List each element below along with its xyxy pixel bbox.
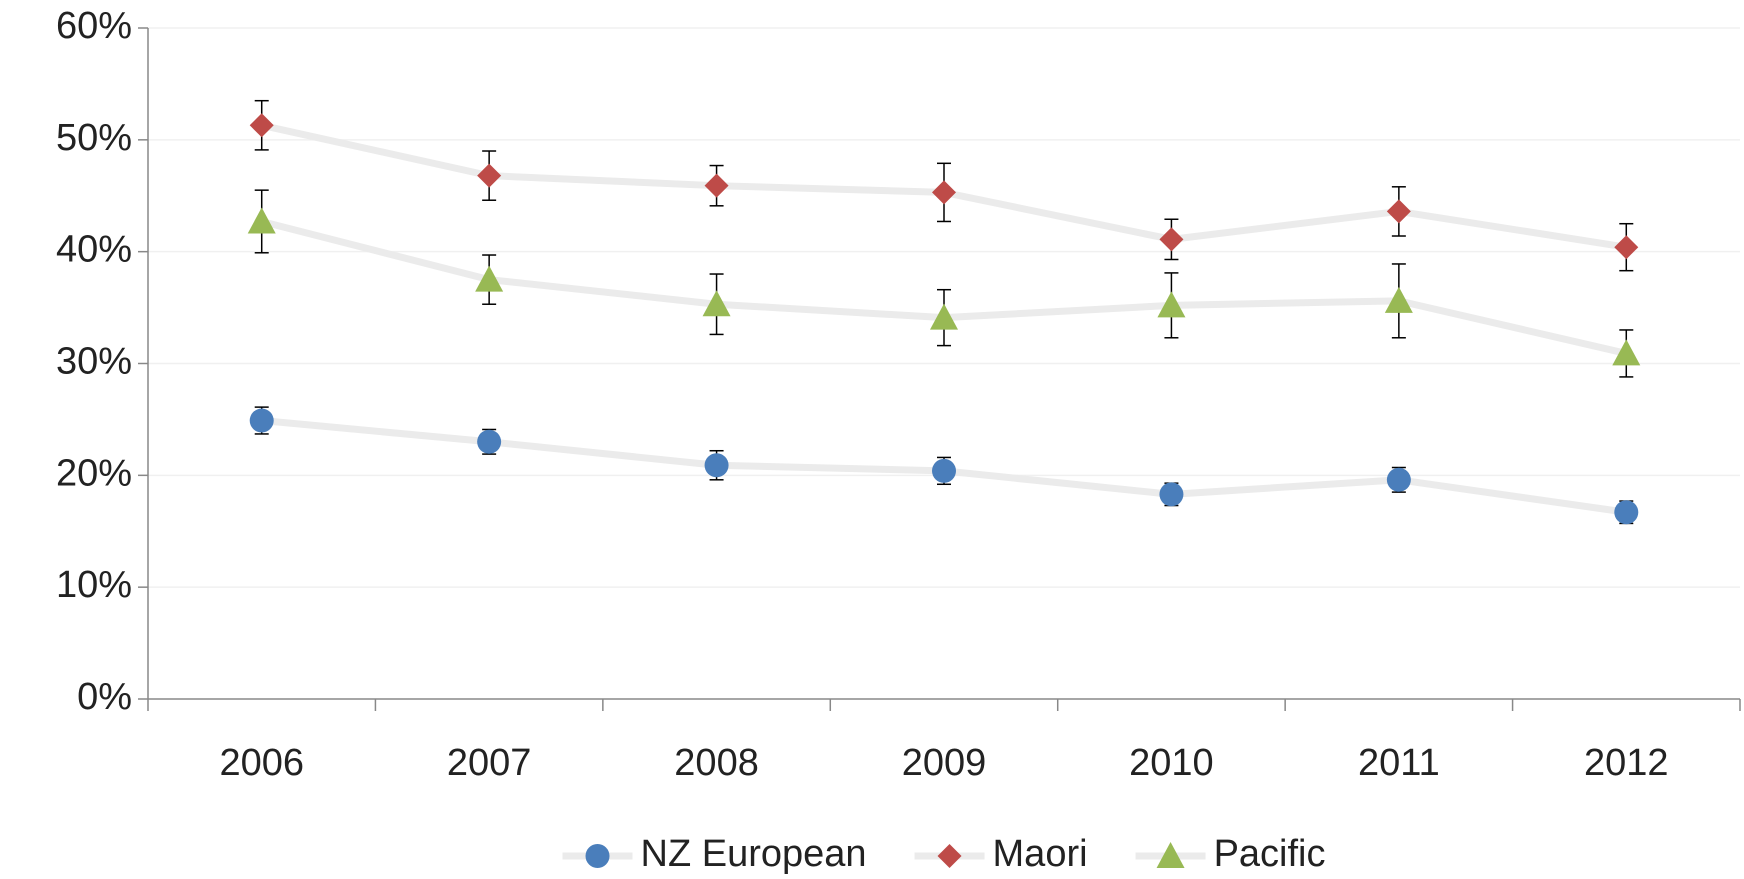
data-point: [1386, 199, 1411, 224]
legend-marker: [937, 844, 962, 868]
data-point: [932, 180, 956, 205]
legend-label: Pacific: [1214, 833, 1326, 875]
data-point: [1157, 291, 1186, 318]
data-point: [1159, 227, 1184, 252]
legend-marker: [585, 844, 610, 868]
y-tick-label: 10%: [56, 564, 132, 606]
x-tick-label: 2010: [1129, 742, 1214, 784]
data-point: [1614, 500, 1639, 525]
y-tick-label: 50%: [56, 117, 132, 159]
data-point: [1612, 339, 1641, 366]
y-tick-label: 30%: [56, 341, 132, 383]
data-point: [477, 429, 502, 454]
data-point: [1384, 286, 1413, 313]
x-tick-label: 2011: [1358, 742, 1440, 784]
x-tick-label: 2008: [674, 742, 759, 784]
legend-marker: [1156, 842, 1185, 868]
data-point: [1159, 482, 1184, 507]
x-tick-label: 2007: [447, 742, 532, 784]
y-tick-label: 40%: [56, 229, 132, 271]
x-tick-label: 2009: [902, 742, 987, 784]
data-point: [249, 408, 274, 433]
x-tick-label: 2012: [1584, 742, 1669, 784]
data-point: [932, 458, 956, 483]
x-tick-label: 2006: [219, 742, 304, 784]
data-point: [247, 207, 276, 234]
data-point: [477, 163, 502, 188]
data-point: [475, 265, 504, 292]
data-point: [704, 453, 729, 478]
legend-label: NZ European: [641, 833, 867, 875]
y-tick-label: 20%: [56, 452, 132, 494]
data-point: [702, 290, 731, 317]
data-point: [249, 113, 274, 138]
data-point: [930, 303, 958, 330]
data-point: [704, 173, 729, 198]
legend-label: Maori: [993, 833, 1088, 875]
y-tick-label: 60%: [56, 5, 132, 47]
data-point: [1614, 235, 1639, 260]
data-point: [1386, 467, 1411, 492]
y-tick-label: 0%: [77, 676, 132, 718]
